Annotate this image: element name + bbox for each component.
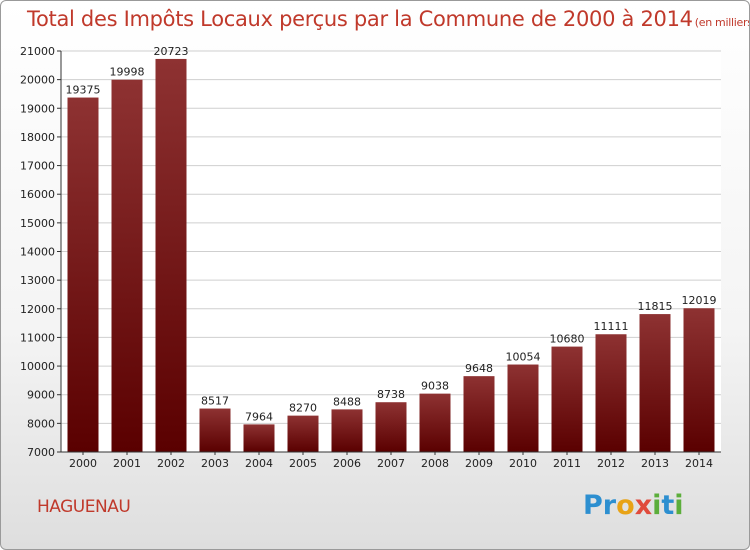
x-tick-label: 2010 <box>509 457 537 470</box>
y-tick-label: 16000 <box>20 188 55 201</box>
y-tick-label: 20000 <box>20 74 55 87</box>
value-label: 10680 <box>550 333 585 346</box>
y-tick-label: 17000 <box>20 160 55 173</box>
y-tick-label: 12000 <box>20 303 55 316</box>
bars <box>67 58 715 453</box>
value-label: 20723 <box>154 45 189 58</box>
value-label: 19998 <box>110 66 145 79</box>
y-tick-label: 7000 <box>27 446 55 459</box>
bar <box>419 393 451 452</box>
x-tick-label: 2013 <box>641 457 669 470</box>
logo-letter: i <box>652 490 662 521</box>
x-tick-label: 2005 <box>289 457 317 470</box>
bar <box>199 408 231 452</box>
x-tick-label: 2009 <box>465 457 493 470</box>
bar <box>639 314 671 452</box>
bar <box>243 424 275 452</box>
value-label: 7964 <box>245 410 273 423</box>
x-tick-label: 2014 <box>685 457 713 470</box>
x-tick-label: 2000 <box>69 457 97 470</box>
value-label: 10054 <box>506 351 541 364</box>
bar <box>463 376 495 452</box>
y-tick-label: 18000 <box>20 131 55 144</box>
bar <box>595 334 627 452</box>
x-tick-label: 2003 <box>201 457 229 470</box>
value-label: 8517 <box>201 395 229 408</box>
bar <box>287 415 319 452</box>
bar <box>551 346 583 452</box>
bar <box>683 308 715 452</box>
value-label: 12019 <box>682 294 717 307</box>
y-tick-label: 13000 <box>20 274 55 287</box>
value-label: 8270 <box>289 402 317 415</box>
axes <box>57 50 721 455</box>
logo-letter: o <box>616 490 635 521</box>
y-tick-label: 8000 <box>27 417 55 430</box>
value-label: 19375 <box>66 84 101 97</box>
x-tick-label: 2011 <box>553 457 581 470</box>
y-tick-label: 10000 <box>20 360 55 373</box>
y-tick-label: 14000 <box>20 246 55 259</box>
chart-title-unit: (en milliers d'€) <box>694 16 750 29</box>
bar <box>375 402 407 452</box>
bar <box>111 79 143 453</box>
x-tick-label: 2002 <box>157 457 185 470</box>
logo-letter: r <box>602 490 617 521</box>
chart-title: Total des Impôts Locaux perçus par la Co… <box>27 7 750 31</box>
bar <box>67 97 99 452</box>
x-tick-label: 2012 <box>597 457 625 470</box>
commune-name: HAGUENAU <box>37 497 131 517</box>
chart-title-main: Total des Impôts Locaux perçus par la Co… <box>27 7 693 31</box>
y-tick-label: 9000 <box>27 389 55 402</box>
proxiti-logo: Proxiti <box>583 490 684 521</box>
value-label: 11111 <box>594 320 629 333</box>
y-tick-label: 19000 <box>20 102 55 115</box>
value-label: 8738 <box>377 388 405 401</box>
value-label: 9648 <box>465 362 493 375</box>
x-tick-label: 2008 <box>421 457 449 470</box>
bar <box>155 58 187 452</box>
y-tick-label: 11000 <box>20 331 55 344</box>
logo-letter: t <box>661 490 675 521</box>
labels: 7000 8000 9000 10000 11000 12000 13000 14000 150… <box>20 45 717 470</box>
x-tick-label: 2006 <box>333 457 361 470</box>
logo-letter: i <box>674 490 684 521</box>
bar <box>507 364 539 452</box>
y-tick-label: 15000 <box>20 217 55 230</box>
logo-letter: x <box>634 490 653 521</box>
x-tick-label: 2001 <box>113 457 141 470</box>
x-tick-label: 2004 <box>245 457 273 470</box>
bar <box>331 409 363 452</box>
y-tick-label: 21000 <box>20 45 55 58</box>
x-tick-label: 2007 <box>377 457 405 470</box>
value-label: 8488 <box>333 395 361 408</box>
logo-letter: P <box>583 490 603 521</box>
value-label: 9038 <box>421 380 449 393</box>
value-label: 11815 <box>638 300 673 313</box>
